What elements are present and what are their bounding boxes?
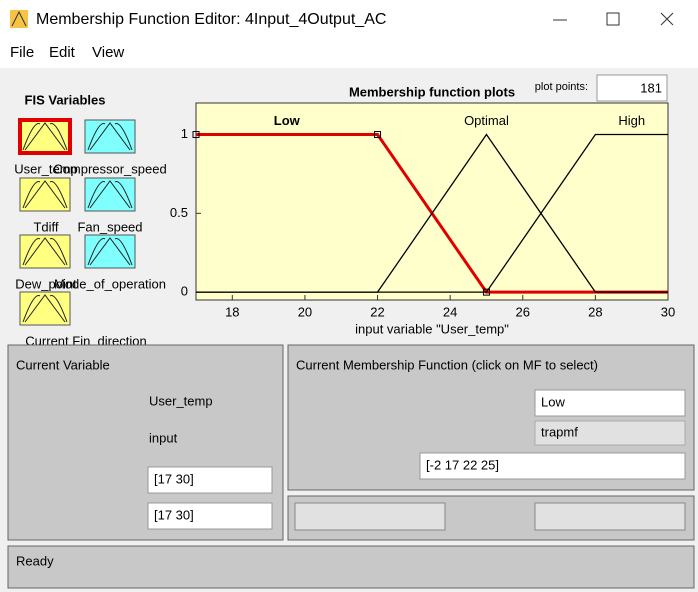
output-variable[interactable]: [84, 234, 136, 269]
plot-area[interactable]: [195, 102, 669, 301]
x-tick-label: 28: [588, 304, 602, 319]
title-bar: [0, 0, 698, 68]
close-button[interactable]: [534, 502, 686, 531]
mf-type-dropdown[interactable]: [534, 420, 686, 446]
input-variable[interactable]: [19, 177, 71, 212]
input-label[interactable]: Dew_point: [15, 276, 77, 291]
mf-type[interactable]: trapmf: [541, 424, 578, 439]
maximize[interactable]: [606, 12, 620, 26]
plot-points-input[interactable]: [596, 74, 668, 102]
window-title: Membership Function Editor: 4Input_4Outp…: [36, 11, 386, 28]
input-variable[interactable]: [19, 291, 71, 326]
mf-label: Optimal: [464, 113, 509, 128]
mf-icon: [22, 237, 68, 266]
value: input: [149, 430, 178, 445]
input-variable[interactable]: [18, 118, 72, 155]
x-tick-label: 18: [225, 304, 239, 319]
fis-title: FIS Variables: [25, 92, 106, 107]
app-icon: [10, 10, 28, 28]
y-tick-label: 1: [181, 126, 188, 141]
mf-name-input[interactable]: [534, 389, 686, 417]
x-tick-label: 26: [516, 304, 530, 319]
plot-points-label: plot points:: [535, 81, 588, 93]
output-label[interactable]: Fan_speed: [77, 219, 142, 234]
output-label[interactable]: Mode_of_operation: [54, 276, 166, 291]
plot-title: Membership function plots: [349, 84, 515, 99]
vertex-marker: [374, 131, 382, 139]
panel-title: Current Variable: [16, 357, 110, 372]
mf-icon: [22, 294, 68, 323]
mf-icon: [87, 122, 133, 151]
params-input[interactable]: [419, 452, 686, 480]
output-variable[interactable]: [84, 177, 136, 212]
mf-icon: [22, 122, 68, 151]
input-label[interactable]: Tdiff: [33, 219, 58, 234]
input-label[interactable]: User_temp: [14, 161, 78, 176]
panel-title: Current Membership Function (click on MF…: [296, 357, 598, 372]
status: Ready: [16, 553, 54, 568]
range-input[interactable]: [147, 466, 273, 494]
x-tick-label: 22: [370, 304, 384, 319]
value: [17 30]: [154, 471, 194, 486]
y-tick-label: 0: [181, 284, 188, 299]
value: [17 30]: [154, 507, 194, 522]
mf-icon: [87, 180, 133, 209]
mf-params[interactable]: [-2 17 22 25]: [426, 457, 499, 472]
y-tick-label: 0.5: [170, 205, 188, 220]
mf-label: Low: [274, 113, 301, 128]
vertex-marker: [192, 131, 200, 139]
display-range-input[interactable]: [147, 502, 273, 530]
x-tick-label: 24: [443, 304, 457, 319]
menu-item[interactable]: File: [10, 44, 34, 61]
help-button[interactable]: [294, 502, 446, 531]
x-tick-label: 20: [298, 304, 312, 319]
output-label[interactable]: Compressor_speed: [53, 161, 166, 176]
status-panel: [7, 545, 695, 589]
mf-curve[interactable]: [196, 133, 668, 293]
mf-icon: [22, 180, 68, 209]
x-label: input variable "User_temp": [355, 321, 509, 336]
menu-item[interactable]: View: [92, 44, 124, 61]
close-window[interactable]: [660, 12, 674, 26]
output-variable[interactable]: [84, 119, 136, 154]
menu-item[interactable]: Edit: [49, 44, 76, 61]
value: User_temp: [149, 393, 213, 408]
x-tick-label: 30: [661, 304, 675, 319]
mf-label: High: [618, 113, 645, 128]
input-variable[interactable]: [19, 234, 71, 269]
plot-points-value[interactable]: 181: [640, 80, 662, 95]
mf-name[interactable]: Low: [541, 394, 565, 409]
mf-icon: [87, 237, 133, 266]
